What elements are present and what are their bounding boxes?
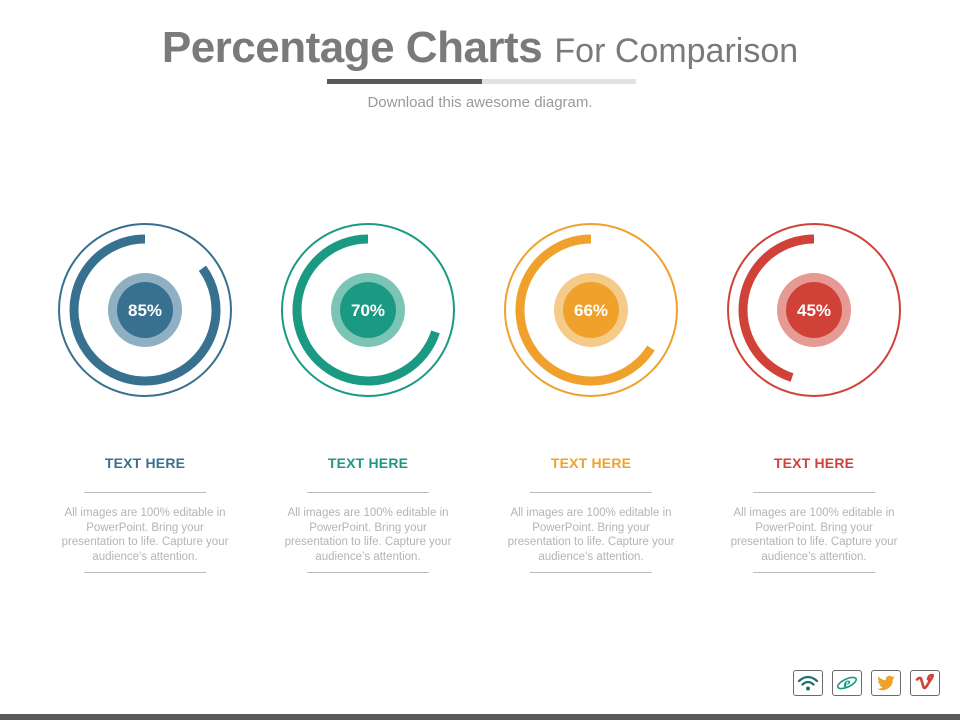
- text-card-2: TEXT HERE All images are 100% editable i…: [278, 452, 458, 573]
- progress-arc: [515, 234, 655, 386]
- title-underline: [327, 79, 636, 84]
- bottom-bar: [0, 714, 960, 720]
- title-bold: Percentage Charts: [161, 23, 543, 72]
- outer-ring: [58, 223, 232, 397]
- card-divider-top: [84, 492, 206, 493]
- inner-core: [786, 282, 842, 338]
- outer-ring: [727, 223, 901, 397]
- percentage-label: 85%: [128, 301, 162, 320]
- donut-chart-3: 66%: [501, 220, 681, 400]
- card-heading: TEXT HERE: [773, 455, 855, 471]
- progress-arc: [69, 234, 221, 386]
- progress-arc: [738, 234, 815, 382]
- vimeo-icon[interactable]: [910, 670, 940, 696]
- title-light: For Comparison: [554, 32, 799, 70]
- donut-chart-1: 85%: [55, 220, 235, 400]
- text-card-3: TEXT HERE All images are 100% editable i…: [501, 452, 681, 573]
- percentage-label: 66%: [574, 301, 608, 320]
- inner-core: [117, 282, 173, 338]
- card-heading: TEXT HERE: [327, 455, 409, 471]
- card-body: All images are 100% editable in PowerPoi…: [507, 507, 675, 563]
- outer-ring: [281, 223, 455, 397]
- card-divider-top: [530, 492, 652, 493]
- card-divider-top: [307, 492, 429, 493]
- outer-ring: [504, 223, 678, 397]
- card-divider-bottom: [530, 572, 652, 573]
- wifi-icon[interactable]: [793, 670, 823, 696]
- card-divider-bottom: [753, 572, 875, 573]
- card-heading: TEXT HERE: [104, 455, 186, 471]
- card-divider-top: [753, 492, 875, 493]
- card-heading: TEXT HERE: [550, 455, 632, 471]
- slide-title: Percentage Charts For Comparison: [0, 20, 960, 79]
- percentage-label: 45%: [797, 301, 831, 320]
- twitter-icon[interactable]: [871, 670, 901, 696]
- percentage-label: 70%: [351, 301, 385, 320]
- inner-core: [563, 282, 619, 338]
- inner-core: [340, 282, 396, 338]
- card-body: All images are 100% editable in PowerPoi…: [730, 507, 898, 563]
- card-divider-bottom: [307, 572, 429, 573]
- donut-chart-4: 45%: [724, 220, 904, 400]
- subtitle: Download this awesome diagram.: [367, 94, 593, 111]
- text-card-4: TEXT HERE All images are 100% editable i…: [724, 452, 904, 573]
- donut-chart-2: 70%: [278, 220, 458, 400]
- internet-explorer-icon[interactable]: e: [832, 670, 862, 696]
- card-body: All images are 100% editable in PowerPoi…: [61, 507, 229, 563]
- card-divider-bottom: [84, 572, 206, 573]
- card-body: All images are 100% editable in PowerPoi…: [284, 507, 452, 563]
- text-card-1: TEXT HERE All images are 100% editable i…: [55, 452, 235, 573]
- title-underline-accent: [327, 79, 482, 84]
- progress-arc: [292, 234, 440, 386]
- svg-text:e: e: [843, 675, 850, 692]
